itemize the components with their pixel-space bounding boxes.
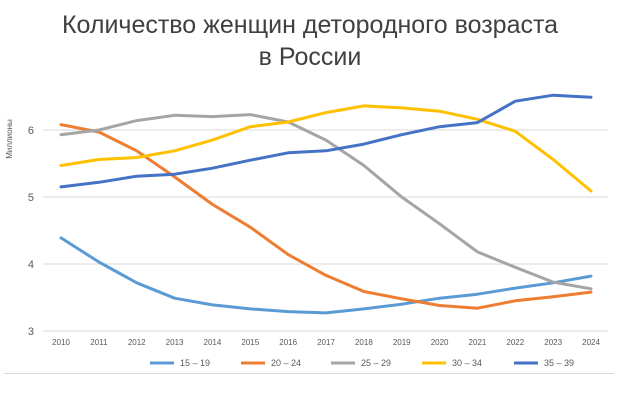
legend-label-1: 15 – 19	[180, 358, 210, 368]
x-tick-label: 2018	[355, 338, 373, 347]
x-tick-label: 2022	[506, 338, 524, 347]
legend-label-5: 35 – 39	[544, 358, 574, 368]
y-tick-label: 3	[28, 326, 34, 338]
x-tick-label: 2019	[393, 338, 411, 347]
series-line-2	[59, 123, 593, 310]
y-tick-label: 4	[28, 259, 34, 271]
series-lines	[59, 93, 593, 315]
legend-label-2: 20 – 24	[271, 358, 301, 368]
x-tick-label: 2021	[469, 338, 487, 347]
legend-label-3: 25 – 29	[361, 358, 391, 368]
y-axis-title: Миллионы	[5, 119, 14, 159]
x-tick-label: 2024	[582, 338, 600, 347]
x-tick-label: 2023	[544, 338, 562, 347]
y-tick-label: 5	[28, 192, 34, 204]
x-tick-label: 2013	[166, 338, 184, 347]
chart-title-line2: в России	[258, 43, 362, 71]
chart-frame	[4, 4, 614, 374]
x-tick-label: 2011	[90, 338, 108, 347]
x-tick-label: 2020	[431, 338, 449, 347]
x-tick-label: 2016	[279, 338, 297, 347]
x-tick-label: 2012	[128, 338, 146, 347]
series-line-5	[59, 93, 593, 189]
series-line-4	[59, 104, 593, 193]
legend: 15 – 19 20 – 24 25 – 29 30 – 34 35 – 39	[150, 358, 574, 368]
x-tick-label: 2014	[204, 338, 222, 347]
series-line-3	[59, 113, 593, 291]
legend-label-4: 30 – 34	[452, 358, 482, 368]
series-line-1	[59, 236, 593, 315]
chart-title-line1: Количество женщин детородного возраста	[61, 11, 559, 39]
x-tick-label: 2017	[317, 338, 335, 347]
x-tick-label: 2015	[241, 338, 259, 347]
x-tick-label: 2010	[52, 338, 70, 347]
y-tick-label: 6	[28, 125, 34, 137]
y-axis: 3 4 5 6 Миллионы	[5, 119, 34, 338]
x-axis: 2010 2011 2012 2013 2014 2015 2016 2017 2018 2019…	[52, 338, 600, 347]
